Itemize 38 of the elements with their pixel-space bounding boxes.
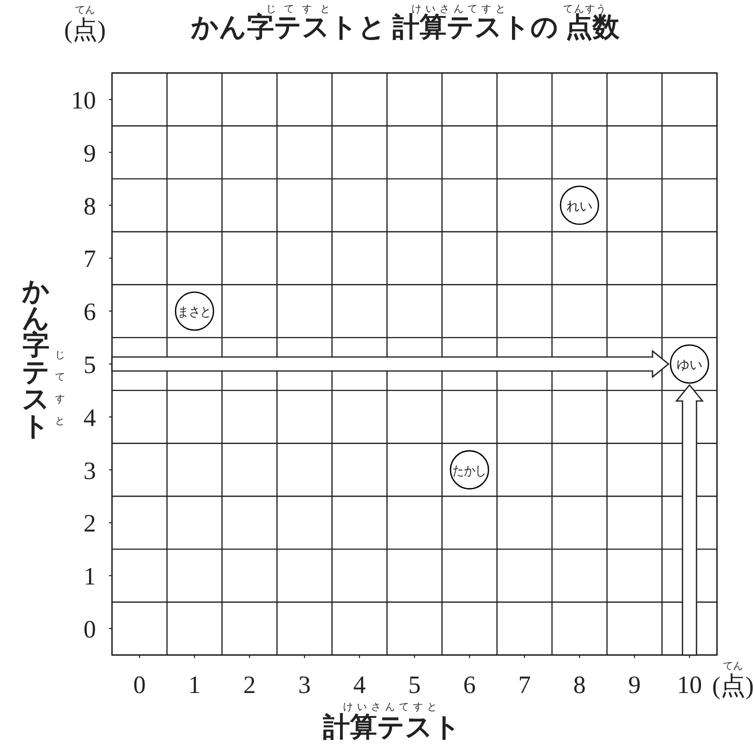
y-tick-label: 2 — [84, 510, 96, 538]
chart-title: かん字テストと 計算テストの 点数 — [190, 12, 620, 42]
x-tick-label: 3 — [298, 672, 311, 699]
series-label: れい — [566, 198, 592, 214]
y-tick-label: 5 — [84, 352, 96, 379]
x-tick-label: 5 — [408, 672, 421, 699]
text: てん — [75, 5, 95, 16]
text: けいさんてすと — [412, 4, 510, 15]
y-tick-label: 8 — [84, 193, 96, 220]
text: (点) — [712, 673, 754, 700]
text: てん — [723, 661, 743, 672]
text: てんすう — [562, 4, 607, 15]
x-tick-label: 6 — [463, 672, 476, 699]
x-axis-title: 計算テスト — [322, 712, 461, 742]
y-tick-label: 7 — [84, 246, 96, 274]
x-tick-label: 2 — [243, 672, 256, 699]
y-axis-title: かん字テスト — [21, 276, 50, 441]
x-tick-label: 7 — [518, 672, 531, 699]
y-tick-label: 9 — [84, 140, 96, 168]
x-tick-label: 10 — [677, 672, 702, 699]
x-tick-label: 8 — [573, 672, 586, 699]
text: じてすと — [55, 350, 65, 427]
x-tick-label: 1 — [188, 672, 201, 699]
text: (点) — [64, 17, 106, 44]
y-tick-label: 3 — [84, 458, 96, 485]
series-label: ゆい — [676, 357, 702, 372]
series-label: たかし — [452, 462, 492, 478]
x-tick-label: 0 — [133, 672, 146, 699]
y-tick-label: 10 — [71, 87, 96, 114]
y-tick-label: 1 — [84, 564, 96, 591]
y-tick-label: 0 — [84, 616, 96, 644]
series-label: まさと — [178, 304, 216, 320]
y-tick-label: 4 — [84, 404, 96, 432]
text: けいさんてすと — [343, 702, 441, 713]
x-tick-label: 9 — [628, 672, 641, 699]
text: じてすと — [266, 4, 338, 15]
x-tick-label: 4 — [353, 672, 366, 699]
y-tick-label: 6 — [84, 299, 96, 326]
